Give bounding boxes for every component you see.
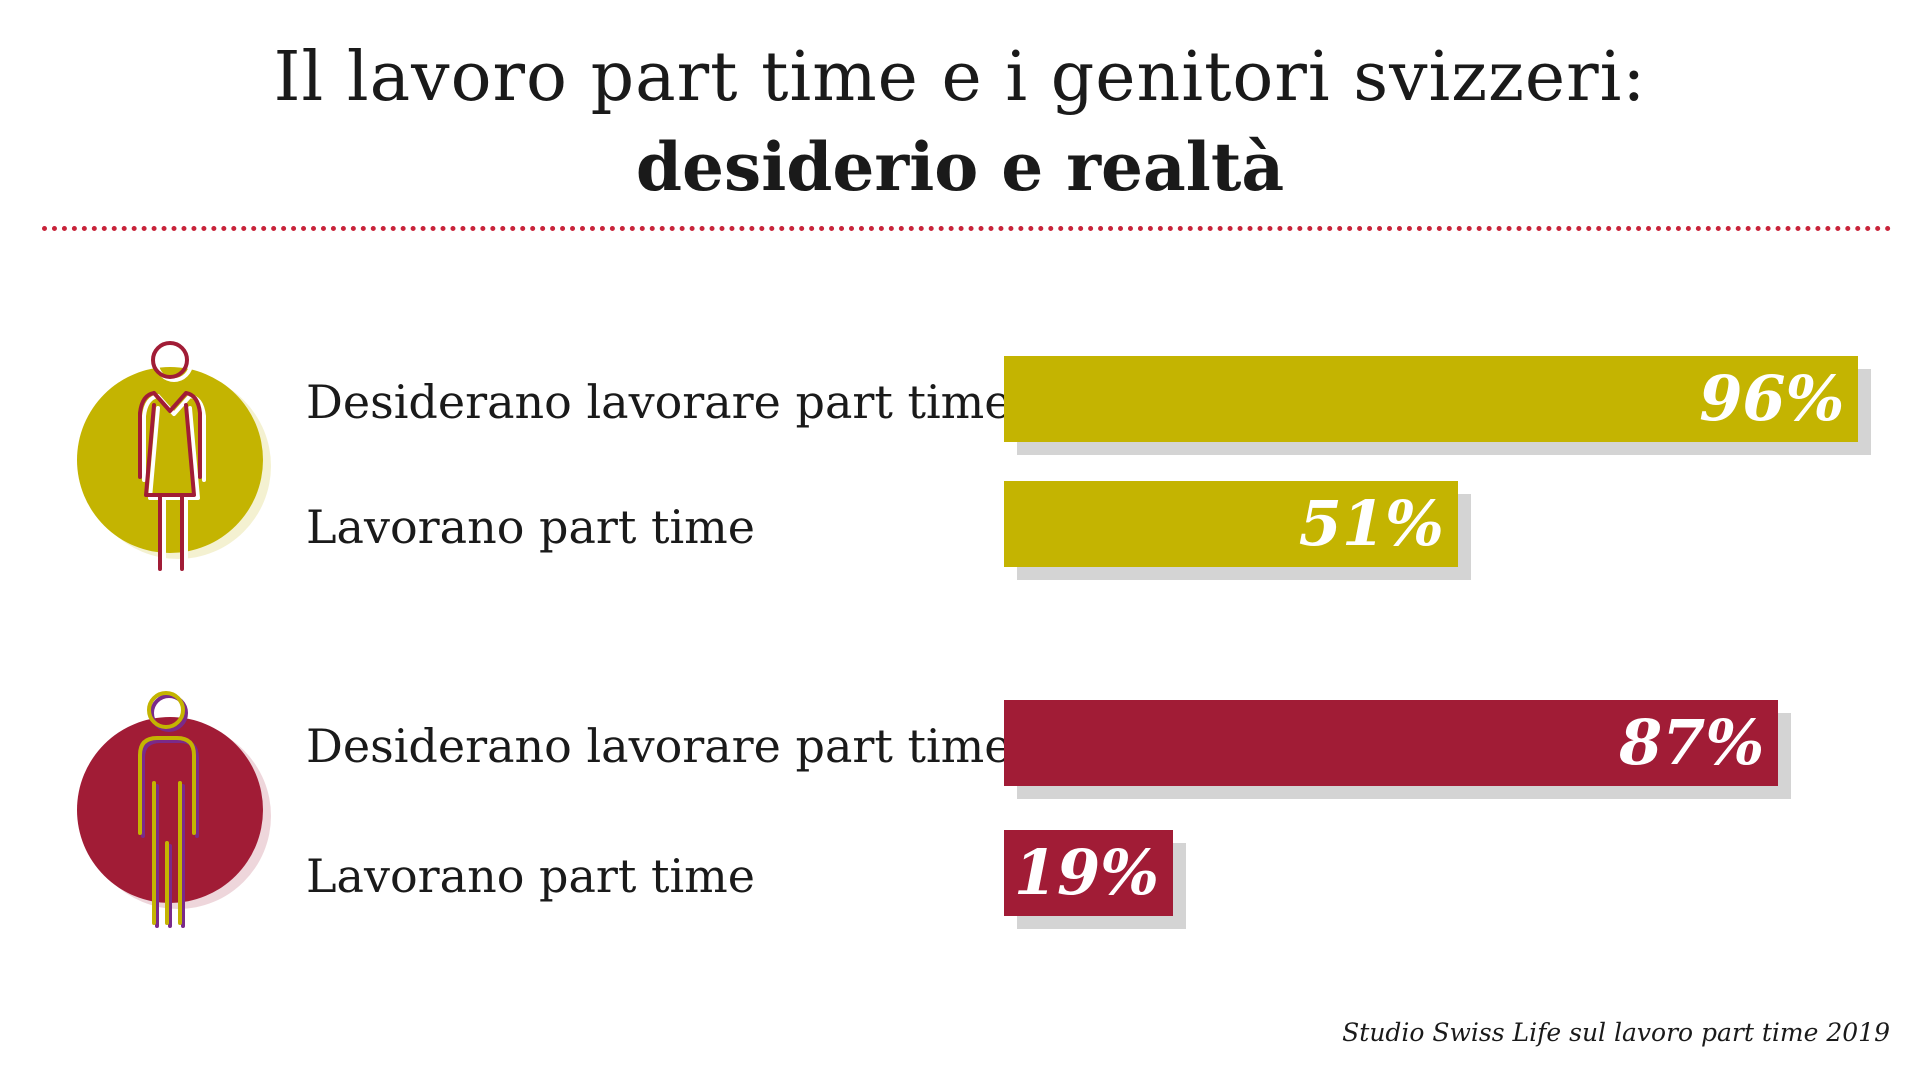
chart-title: Il lavoro part time e i genitori svizzer…	[273, 38, 1647, 117]
source-note: Studio Swiss Life sul lavoro part time 2…	[1342, 1018, 1890, 1047]
bar-label-men-actual: Lavorano part time	[306, 849, 756, 903]
dotted-divider	[42, 226, 1892, 231]
bar-value-women-actual: 51%	[1298, 487, 1444, 560]
bar-value-women-desire: 96%	[1699, 362, 1845, 435]
bar-value-men-actual: 19%	[1013, 836, 1160, 909]
bar-men-desire	[1004, 700, 1779, 786]
man-icon	[77, 691, 271, 928]
bar-label-men-desire: Desiderano lavorare part time	[306, 719, 1012, 773]
bar-label-women-desire: Desiderano lavorare part time	[306, 375, 1012, 429]
bar-men-actual	[1004, 830, 1174, 916]
bar-women-desire	[1004, 356, 1859, 442]
bar-women-actual	[1004, 481, 1458, 567]
bar-label-women-actual: Lavorano part time	[306, 500, 756, 554]
woman-icon	[77, 341, 271, 574]
bar-value-men-desire: 87%	[1619, 706, 1765, 779]
chart-subtitle: desiderio e realtà	[635, 128, 1285, 206]
